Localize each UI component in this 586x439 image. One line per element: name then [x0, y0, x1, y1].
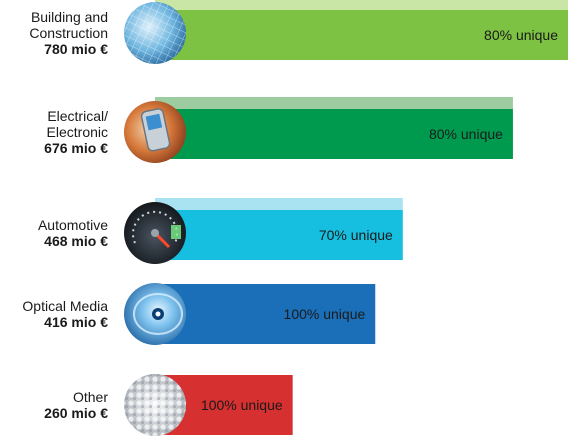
category-name: Electrical/: [47, 108, 108, 124]
category-name: Other: [72, 389, 108, 405]
value-label-2: 70% unique: [318, 227, 393, 243]
value-label-1: 80% unique: [428, 126, 503, 142]
speedometer-photo-icon: [124, 202, 186, 264]
value-label-0: 80% unique: [484, 27, 558, 43]
category-amount: 416 mio €: [44, 314, 108, 330]
bar-non-unique-0: [155, 0, 568, 10]
bar-0: [155, 10, 568, 60]
category-label-0: Building and Construction 780 mio €: [0, 9, 108, 57]
cd-disc-photo-icon: [124, 283, 186, 345]
bar-non-unique-2: [155, 198, 403, 210]
category-amount: 260 mio €: [44, 405, 108, 421]
category-name: Automotive: [37, 217, 108, 233]
building-glass-photo-icon: [124, 2, 186, 64]
bar-non-unique-1: [155, 97, 513, 109]
value-label-4: 100% unique: [200, 397, 283, 413]
category-name: Electronic: [46, 124, 108, 140]
category-label-4: Other 260 mio €: [0, 389, 108, 421]
category-name: Construction: [29, 25, 108, 41]
bar-1: [155, 109, 513, 159]
category-label-3: Optical Media 416 mio €: [0, 298, 108, 330]
category-name: Optical Media: [22, 298, 108, 314]
category-amount: 780 mio €: [44, 41, 108, 57]
bar-2: [155, 210, 403, 260]
mobile-phone-photo-icon: [124, 101, 186, 163]
category-label-1: Electrical/Electronic 676 mio €: [0, 108, 108, 156]
category-name: Building and: [30, 9, 108, 25]
plastic-granules-photo-icon: [124, 374, 186, 436]
value-label-3: 100% unique: [283, 306, 366, 322]
bar-3: [155, 284, 376, 344]
category-label-2: Automotive 468 mio €: [0, 217, 108, 249]
category-amount: 468 mio €: [44, 233, 108, 249]
category-amount: 676 mio €: [44, 140, 108, 156]
